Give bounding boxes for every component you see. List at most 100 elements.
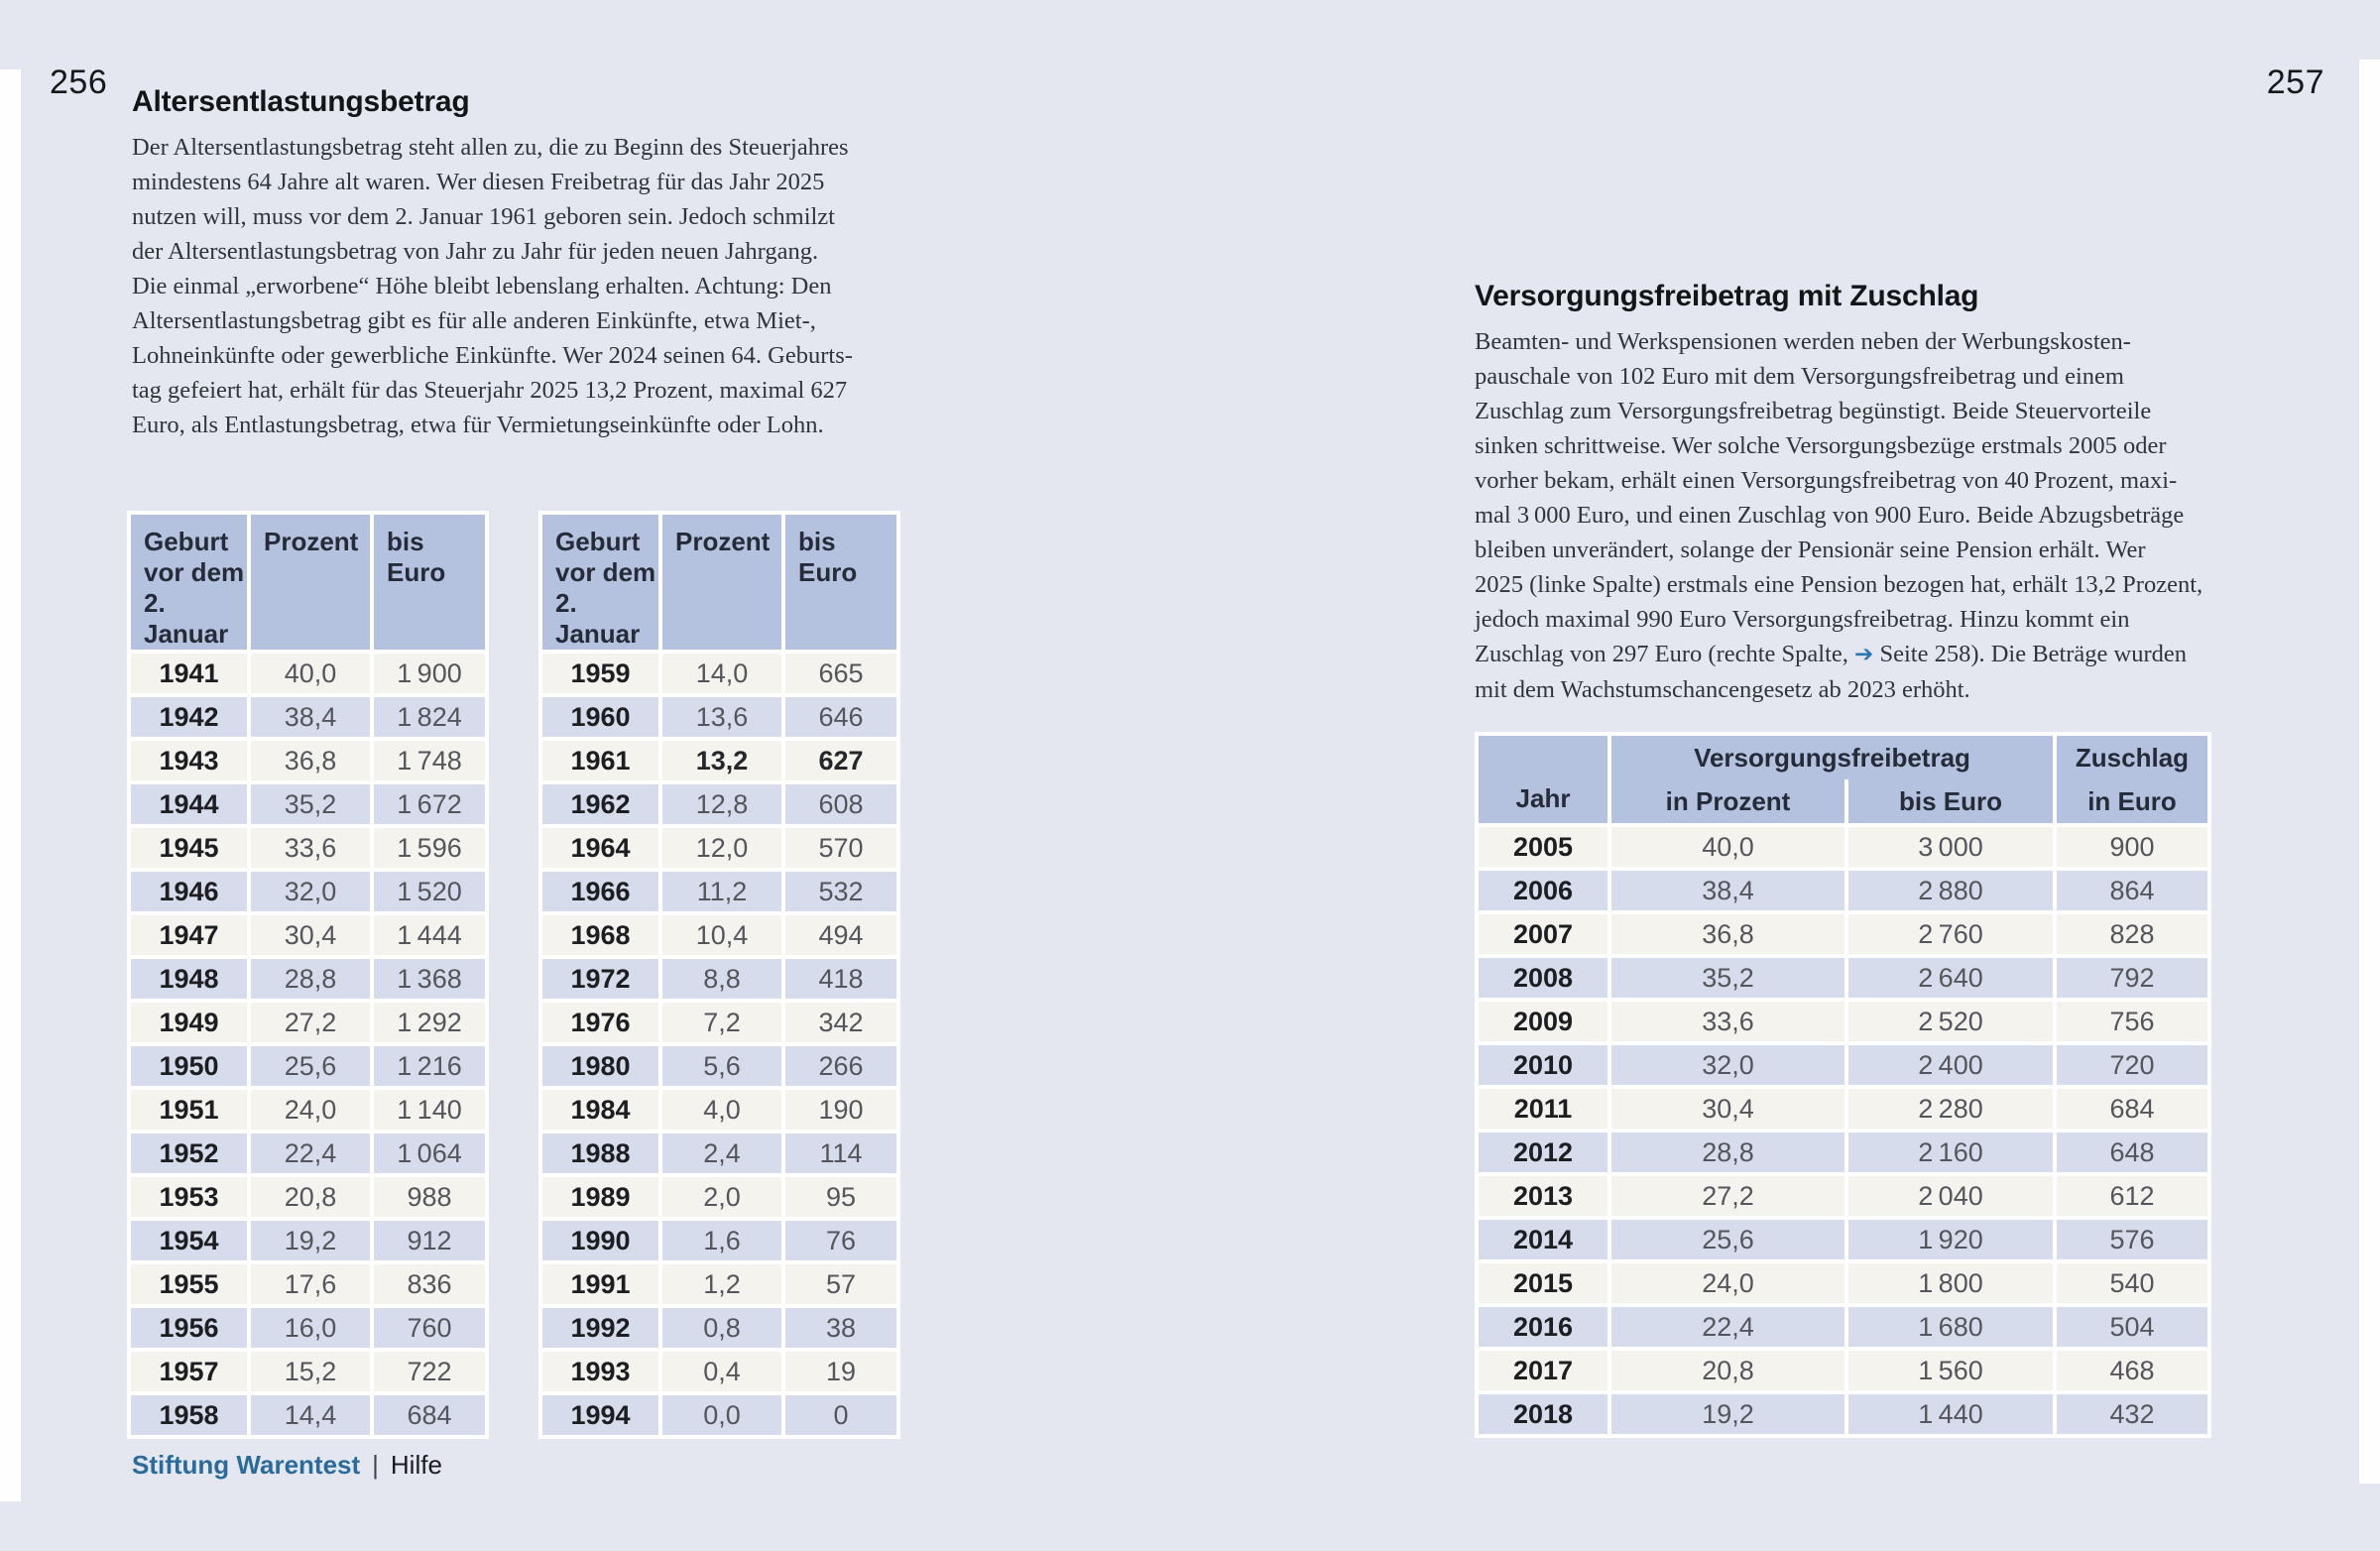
euro-cell: 2 880 [1848, 871, 2053, 910]
page-reference-link[interactable]: Seite 258). Die Beträge wurden mit dem W… [1475, 640, 2188, 703]
table-row: 1994 0,0 0 [542, 1395, 896, 1435]
table-row: 2015 24,0 1 800 540 [1479, 1263, 2207, 1303]
table-row: 2013 27,2 2 040 612 [1479, 1176, 2207, 1216]
table-header-row: Geburt vor dem 2. Januar Prozent bis Eur… [542, 515, 896, 650]
year-cell: 1948 [131, 959, 247, 999]
surcharge-cell: 648 [2057, 1133, 2207, 1172]
euro-cell: 532 [785, 872, 896, 911]
euro-cell: 1 444 [374, 915, 485, 955]
year-cell: 2014 [1479, 1220, 1607, 1259]
year-cell: 2018 [1479, 1394, 1607, 1434]
table-row: 2006 38,4 2 880 864 [1479, 871, 2207, 910]
table-row: 1948 28,8 1 368 [131, 959, 485, 999]
surcharge-cell: 612 [2057, 1176, 2207, 1216]
year-cell: 1968 [542, 915, 658, 955]
euro-cell: 1 560 [1848, 1351, 2053, 1390]
year-cell: 1958 [131, 1395, 247, 1435]
header-allowance-group: Versorgungsfreibetrag in Prozent bis Eur… [1611, 736, 2053, 823]
table-row: 2008 35,2 2 640 792 [1479, 958, 2207, 998]
surcharge-cell: 864 [2057, 871, 2207, 910]
percent-cell: 33,6 [1611, 1002, 1844, 1041]
surcharge-cell: 432 [2057, 1394, 2207, 1434]
percent-cell: 20,8 [1611, 1351, 1844, 1390]
header-percent-cell: in Prozent [1611, 779, 1844, 823]
euro-cell: 836 [374, 1264, 485, 1304]
percent-cell: 24,0 [1611, 1263, 1844, 1303]
arrow-right-icon[interactable]: ➔ [1854, 641, 1874, 667]
table-row: 1992 0,8 38 [542, 1308, 896, 1348]
euro-cell: 627 [785, 741, 896, 780]
percent-cell: 33,6 [251, 828, 370, 868]
table-row: 1980 5,6 266 [542, 1046, 896, 1086]
euro-cell: 1 680 [1848, 1307, 2053, 1347]
euro-cell: 722 [374, 1352, 485, 1391]
right-article-body: Beamten- und Werkspensionen werden neben… [1475, 324, 2347, 707]
year-cell: 1984 [542, 1090, 658, 1130]
euro-cell: 76 [785, 1221, 896, 1260]
year-cell: 1993 [542, 1352, 658, 1391]
table-row: 1993 0,4 19 [542, 1352, 896, 1391]
year-cell: 2015 [1479, 1263, 1607, 1303]
year-cell: 2005 [1479, 827, 1607, 867]
header-euro-cell: bis Euro [374, 515, 485, 650]
year-cell: 1994 [542, 1395, 658, 1435]
euro-cell: 3 000 [1848, 827, 2053, 867]
header-surcharge-cell: Zuschlag in Euro [2057, 736, 2207, 823]
surcharge-cell: 576 [2057, 1220, 2207, 1259]
euro-cell: 2 160 [1848, 1133, 2053, 1172]
table-row: 1947 30,4 1 444 [131, 915, 485, 955]
table-row: 1951 24,0 1 140 [131, 1090, 485, 1130]
table-body: 1941 40,0 1 900 1942 38,4 1 824 1943 36,… [131, 654, 485, 1435]
table-row: 1954 19,2 912 [131, 1221, 485, 1260]
table-body: 1959 14,0 665 1960 13,6 646 1961 13,2 62… [542, 654, 896, 1435]
percent-cell: 13,2 [662, 741, 781, 780]
percent-cell: 22,4 [251, 1133, 370, 1173]
euro-cell: 494 [785, 915, 896, 955]
year-cell: 1947 [131, 915, 247, 955]
table-row: 1941 40,0 1 900 [131, 654, 485, 693]
year-cell: 1956 [131, 1308, 247, 1348]
percent-cell: 27,2 [1611, 1176, 1844, 1216]
euro-cell: 38 [785, 1308, 896, 1348]
birth-year-table-1: Geburt vor dem 2. Januar Prozent bis Eur… [127, 511, 489, 1439]
percent-cell: 25,6 [251, 1046, 370, 1086]
footer-help-label: Hilfe [390, 1450, 442, 1480]
year-cell: 2013 [1479, 1176, 1607, 1216]
percent-cell: 27,2 [251, 1003, 370, 1042]
year-cell: 1966 [542, 872, 658, 911]
year-cell: 1988 [542, 1133, 658, 1173]
surcharge-cell: 756 [2057, 1002, 2207, 1041]
table-row: 1946 32,0 1 520 [131, 872, 485, 911]
euro-cell: 665 [785, 654, 896, 693]
year-cell: 1951 [131, 1090, 247, 1130]
percent-cell: 17,6 [251, 1264, 370, 1304]
percent-cell: 14,0 [662, 654, 781, 693]
table-row: 1945 33,6 1 596 [131, 828, 485, 868]
euro-cell: 1 920 [1848, 1220, 2053, 1259]
table-row: 2014 25,6 1 920 576 [1479, 1220, 2207, 1259]
pension-allowance-table: Jahr Versorgungsfreibetrag in Prozent bi… [1475, 732, 2211, 1438]
euro-cell: 1 520 [374, 872, 485, 911]
table-row: 1962 12,8 608 [542, 784, 896, 824]
percent-cell: 2,4 [662, 1133, 781, 1173]
year-cell: 2017 [1479, 1351, 1607, 1390]
table-row: 1972 8,8 418 [542, 959, 896, 999]
year-cell: 1964 [542, 828, 658, 868]
table-row: 2011 30,4 2 280 684 [1479, 1089, 2207, 1129]
euro-cell: 0 [785, 1395, 896, 1435]
percent-cell: 1,6 [662, 1221, 781, 1260]
euro-cell: 912 [374, 1221, 485, 1260]
table-row: 1958 14,4 684 [131, 1395, 485, 1435]
right-article-title: Versorgungsfreibetrag mit Zuschlag [1475, 280, 1979, 313]
percent-cell: 40,0 [1611, 827, 1844, 867]
percent-cell: 7,2 [662, 1003, 781, 1042]
euro-cell: 1 216 [374, 1046, 485, 1086]
percent-cell: 12,0 [662, 828, 781, 868]
percent-cell: 20,8 [251, 1177, 370, 1217]
page-number-right: 257 [2266, 63, 2324, 101]
table-row: 1950 25,6 1 216 [131, 1046, 485, 1086]
year-cell: 2012 [1479, 1133, 1607, 1172]
table-row: 1988 2,4 114 [542, 1133, 896, 1173]
euro-cell: 2 280 [1848, 1089, 2053, 1129]
